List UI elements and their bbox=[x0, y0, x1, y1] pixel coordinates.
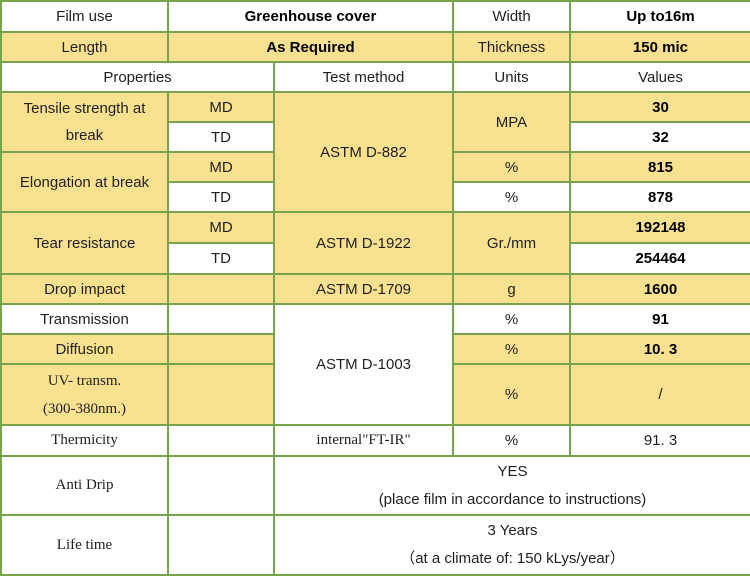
tensile-td-label: TD bbox=[167, 121, 275, 153]
film-use-label: Film use bbox=[0, 0, 169, 33]
tear-value-td: 254464 bbox=[569, 242, 750, 275]
life-time-label: Life time bbox=[0, 514, 169, 576]
drop-impact-unit: g bbox=[452, 273, 571, 305]
life-time-empty-cell bbox=[167, 514, 275, 576]
table-row: UV- transm. (300-380nm.) % / bbox=[0, 363, 750, 426]
tear-value-md: 192148 bbox=[569, 211, 750, 244]
tensile-unit: MPA bbox=[452, 91, 571, 153]
diffusion-unit: % bbox=[452, 333, 571, 365]
elongation-value-md: 815 bbox=[569, 151, 750, 183]
table-row: Tear resistance MD ASTM D-1922 Gr./mm 19… bbox=[0, 211, 750, 275]
table-row: Elongation at break MD % 815 bbox=[0, 151, 750, 213]
table-row: Drop impact ASTM D-1709 g 1600 bbox=[0, 273, 750, 305]
anti-drip-label: Anti Drip bbox=[0, 455, 169, 516]
table-row: Life time 3 Years （at a climate of: 150 … bbox=[0, 514, 750, 576]
optical-method: ASTM D-1003 bbox=[273, 303, 454, 426]
thermicity-label: Thermicity bbox=[0, 424, 169, 457]
tear-method: ASTM D-1922 bbox=[273, 211, 454, 275]
column-header-properties: Properties bbox=[0, 61, 275, 93]
table-row: Transmission ASTM D-1003 % 91 bbox=[0, 303, 750, 426]
uv-value: / bbox=[569, 363, 750, 426]
tensile-label-line2: break bbox=[65, 127, 104, 144]
transmission-value: 91 bbox=[569, 303, 750, 335]
tensile-label: Tensile strength at break bbox=[0, 91, 169, 153]
life-time-value: 3 Years （at a climate of: 150 kLys/year） bbox=[273, 514, 750, 576]
anti-drip-value-line2: (place film in accordance to instruction… bbox=[378, 490, 647, 508]
diffusion-empty-cell bbox=[167, 333, 275, 365]
drop-impact-empty-cell bbox=[167, 273, 275, 305]
tensile-elongation-method: ASTM D-882 bbox=[273, 91, 454, 213]
film-use-value: Greenhouse cover bbox=[167, 0, 454, 33]
uv-label-line1: UV- transm. bbox=[47, 372, 122, 389]
elongation-label: Elongation at break bbox=[0, 151, 169, 213]
table-row: Tensile strength at break MD ASTM D-882 … bbox=[0, 91, 750, 213]
transmission-unit: % bbox=[452, 303, 571, 335]
table-row: Anti Drip YES (place film in accordance … bbox=[0, 455, 750, 516]
anti-drip-empty-cell bbox=[167, 455, 275, 516]
elongation-unit-md: % bbox=[452, 151, 571, 183]
table-row: TD % 878 bbox=[1, 181, 750, 213]
tear-unit: Gr./mm bbox=[452, 211, 571, 275]
table-row: TD 254464 bbox=[1, 242, 750, 275]
life-time-value-line2: （at a climate of: 150 kLys/year） bbox=[400, 550, 625, 567]
life-time-value-line1: 3 Years bbox=[487, 522, 538, 539]
thermicity-empty-cell bbox=[167, 424, 275, 457]
thickness-label: Thickness bbox=[452, 31, 571, 63]
transmission-label: Transmission bbox=[0, 303, 169, 335]
elongation-td-label: TD bbox=[167, 181, 275, 213]
tear-label: Tear resistance bbox=[0, 211, 169, 275]
tensile-value-td: 32 bbox=[569, 121, 750, 153]
width-label: Width bbox=[452, 0, 571, 33]
table-row: Thermicity internal"FT-IR" % 91. 3 bbox=[0, 424, 750, 457]
uv-label: UV- transm. (300-380nm.) bbox=[0, 363, 169, 426]
transmission-empty-cell bbox=[167, 303, 275, 335]
elongation-unit-td: % bbox=[452, 181, 571, 213]
drop-impact-method: ASTM D-1709 bbox=[273, 273, 454, 305]
drop-impact-value: 1600 bbox=[569, 273, 750, 305]
anti-drip-value: YES (place film in accordance to instruc… bbox=[273, 455, 750, 516]
width-value: Up to16m bbox=[569, 0, 750, 33]
uv-label-line2: (300-380nm.) bbox=[43, 400, 126, 417]
uv-unit: % bbox=[452, 363, 571, 426]
diffusion-value: 10. 3 bbox=[569, 333, 750, 365]
column-header-units: Units bbox=[452, 61, 571, 93]
column-header-test-method: Test method bbox=[273, 61, 454, 93]
thermicity-method: internal"FT-IR" bbox=[273, 424, 454, 457]
table-row: Diffusion % 10. 3 bbox=[0, 333, 750, 365]
elongation-md-label: MD bbox=[167, 151, 275, 183]
tensile-value-md: 30 bbox=[569, 91, 750, 123]
thermicity-unit: % bbox=[452, 424, 571, 457]
anti-drip-value-line1: YES bbox=[497, 462, 528, 480]
elongation-value-td: 878 bbox=[569, 181, 750, 213]
tear-td-label: TD bbox=[167, 242, 275, 275]
length-value: As Required bbox=[167, 31, 454, 63]
diffusion-label: Diffusion bbox=[0, 333, 169, 365]
tensile-label-line1: Tensile strength at bbox=[23, 100, 146, 117]
length-label: Length bbox=[0, 31, 169, 63]
tear-md-label: MD bbox=[167, 211, 275, 244]
drop-impact-label: Drop impact bbox=[0, 273, 169, 305]
thermicity-value: 91. 3 bbox=[569, 424, 750, 457]
uv-empty-cell bbox=[167, 363, 275, 426]
thickness-value: 150 mic bbox=[569, 31, 750, 63]
column-header-values: Values bbox=[569, 61, 750, 93]
tensile-md-label: MD bbox=[167, 91, 275, 123]
